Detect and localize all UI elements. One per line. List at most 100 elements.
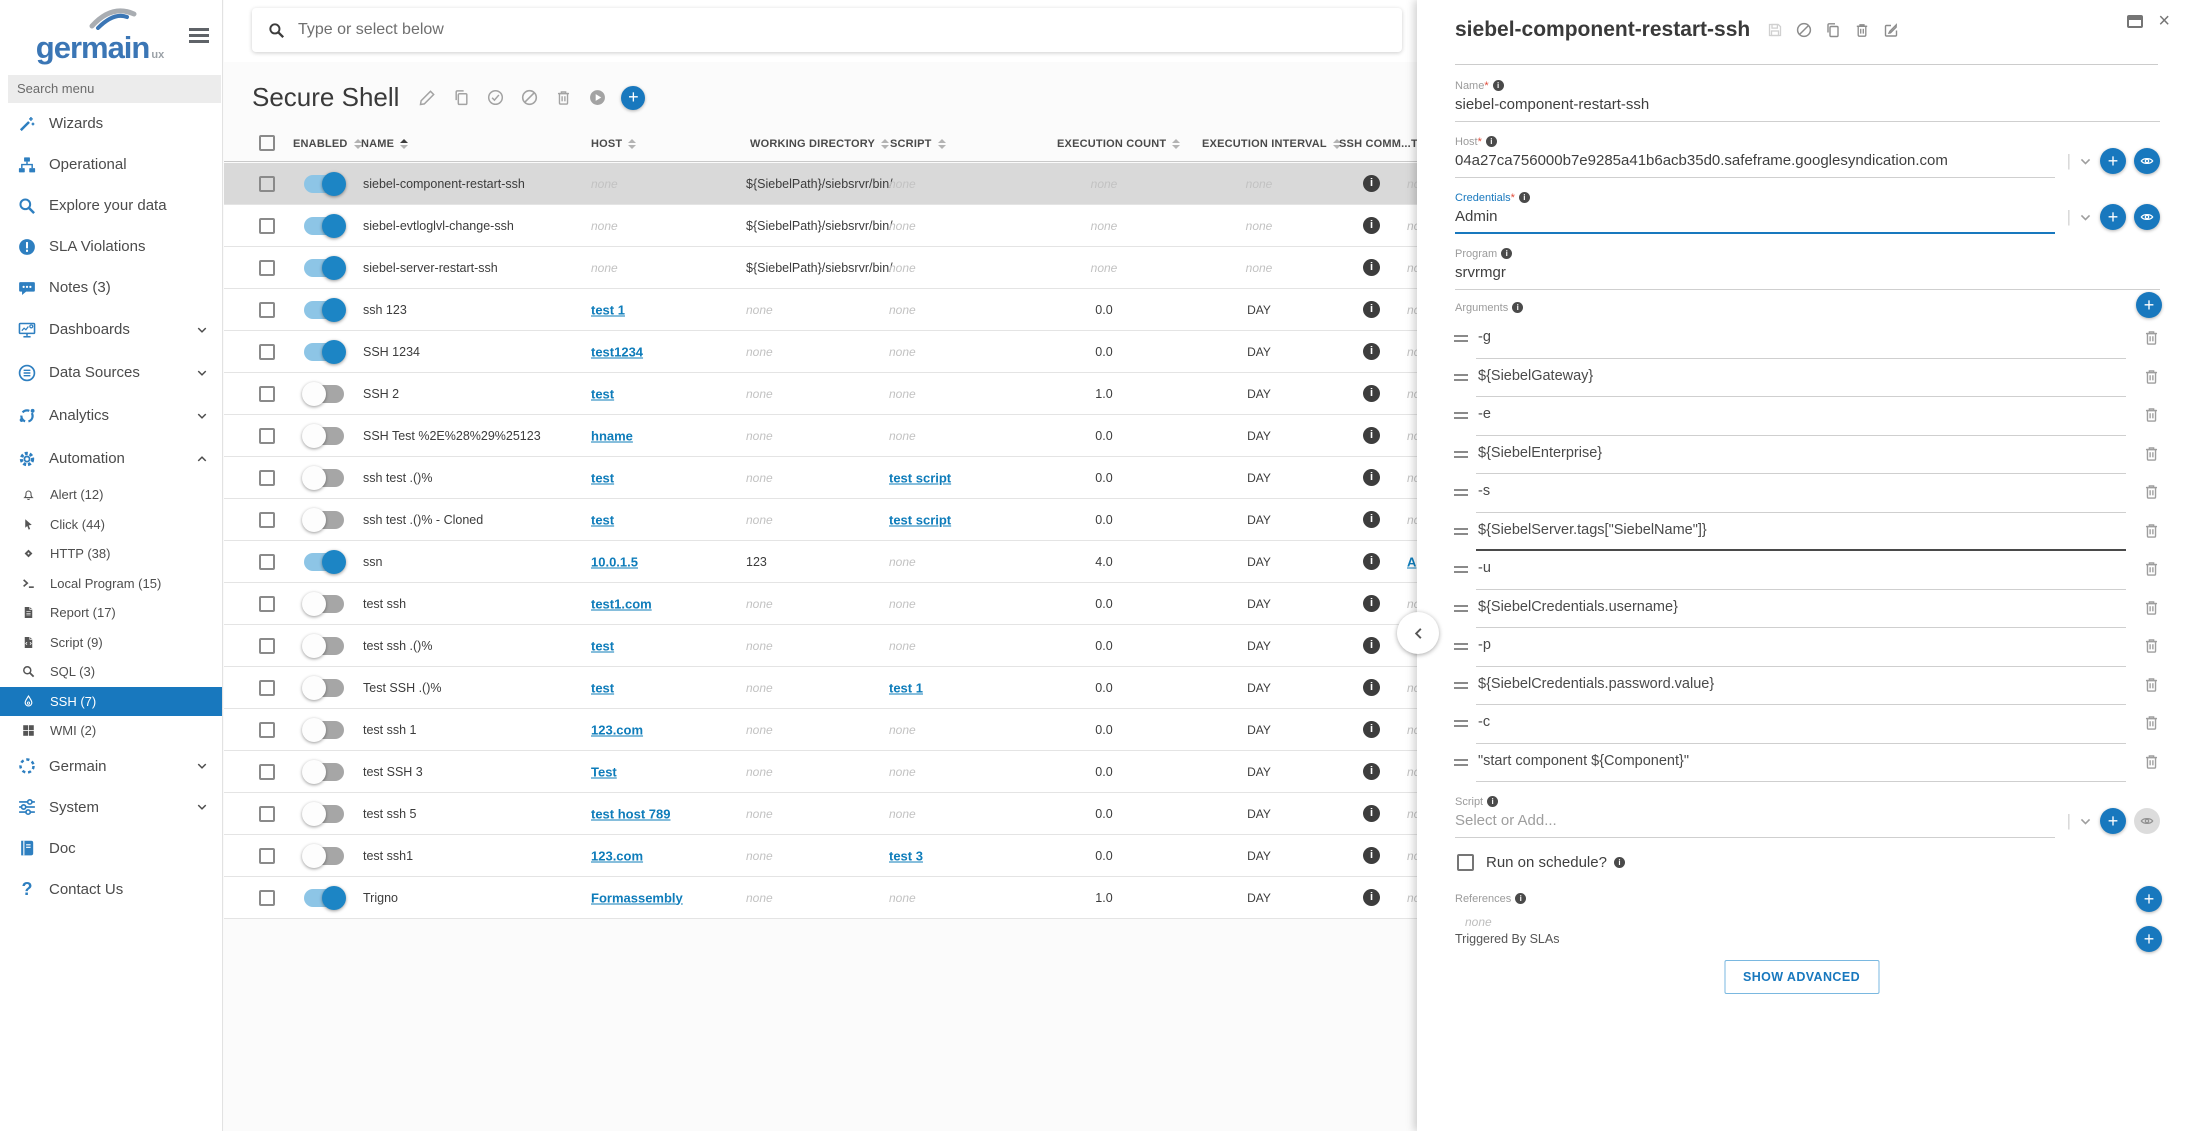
argument-input[interactable]: -p <box>1478 637 1491 653</box>
delete-argument-icon[interactable] <box>2143 368 2160 385</box>
row-checkbox[interactable] <box>259 764 275 780</box>
row-checkbox[interactable] <box>259 848 275 864</box>
info-icon[interactable] <box>1363 217 1380 234</box>
cell-extra-link[interactable]: A <box>1407 554 1417 569</box>
table-row[interactable]: SSH 1234 test1234 none none 0.0 DAY none <box>224 331 1417 373</box>
add-script-button[interactable]: + <box>2100 808 2126 834</box>
drag-handle-icon[interactable] <box>1454 566 1468 576</box>
table-row[interactable]: ssh 123 test 1 none none 0.0 DAY none <box>224 289 1417 331</box>
delete-argument-icon[interactable] <box>2143 676 2160 693</box>
enabled-toggle[interactable] <box>302 802 344 826</box>
table-row[interactable]: test ssh1 123.com none test 3 0.0 DAY no… <box>224 835 1417 877</box>
sidebar-item-data-sources[interactable]: Data Sources <box>0 351 222 394</box>
info-icon[interactable] <box>1363 595 1380 612</box>
run-on-schedule-checkbox[interactable] <box>1457 854 1474 871</box>
sidebar-item-script-9[interactable]: Script (9) <box>0 628 222 658</box>
drag-handle-icon[interactable] <box>1454 335 1468 345</box>
cell-host-link[interactable]: test host 789 <box>591 806 671 821</box>
sidebar-item-sql-3[interactable]: SQL (3) <box>0 657 222 687</box>
drag-handle-icon[interactable] <box>1454 489 1468 499</box>
delete-argument-icon[interactable] <box>2143 483 2160 500</box>
sidebar-item-sla-violations[interactable]: SLA Violations <box>0 226 222 267</box>
row-checkbox[interactable] <box>259 806 275 822</box>
sidebar-item-alert-12[interactable]: Alert (12) <box>0 480 222 510</box>
info-icon[interactable] <box>1363 721 1380 738</box>
cell-host-link[interactable]: test 1 <box>591 302 625 317</box>
sidebar-item-explore-your-data[interactable]: Explore your data <box>0 185 222 226</box>
clone-icon[interactable] <box>453 89 470 106</box>
info-icon[interactable] <box>1363 679 1380 696</box>
row-checkbox[interactable] <box>259 512 275 528</box>
enabled-toggle[interactable] <box>302 718 344 742</box>
add-reference-button[interactable]: + <box>2136 886 2162 912</box>
info-icon[interactable] <box>1363 511 1380 528</box>
show-advanced-button[interactable]: SHOW ADVANCED <box>1723 960 1880 994</box>
table-row[interactable]: siebel-server-restart-ssh none ${SiebelP… <box>224 247 1417 289</box>
table-row[interactable]: SSH Test %2E%28%29%25123 hname none none… <box>224 415 1417 457</box>
enabled-toggle[interactable] <box>304 886 346 910</box>
row-checkbox[interactable] <box>259 176 275 192</box>
add-argument-button[interactable]: + <box>2136 292 2162 318</box>
drag-handle-icon[interactable] <box>1454 450 1468 461</box>
argument-input[interactable]: ${SiebelCredentials.username} <box>1478 598 1678 615</box>
row-checkbox[interactable] <box>259 302 275 318</box>
row-checkbox[interactable] <box>259 638 275 654</box>
table-row[interactable]: ssn 10.0.1.5 123 none 4.0 DAY A <box>224 541 1417 583</box>
info-icon[interactable] <box>1363 553 1380 570</box>
column-script[interactable]: SCRIPT <box>870 126 946 173</box>
argument-input[interactable]: ${SiebelEnterprise} <box>1478 444 1603 461</box>
argument-input[interactable]: -c <box>1478 714 1491 730</box>
cell-host-link[interactable]: Formassembly <box>591 890 683 905</box>
info-icon[interactable] <box>1363 763 1380 780</box>
delete-argument-icon[interactable] <box>2143 599 2160 616</box>
delete-argument-icon[interactable] <box>2143 329 2160 346</box>
cell-host-link[interactable]: test <box>591 638 615 653</box>
enabled-toggle[interactable] <box>302 634 344 658</box>
enabled-toggle[interactable] <box>302 592 344 616</box>
drag-handle-icon[interactable] <box>1454 412 1468 422</box>
argument-input[interactable]: -u <box>1478 560 1491 576</box>
row-checkbox[interactable] <box>259 386 275 402</box>
row-checkbox[interactable] <box>259 596 275 612</box>
table-row[interactable]: siebel-evtloglvl-change-ssh none ${Siebe… <box>224 205 1417 247</box>
info-icon[interactable] <box>1363 805 1380 822</box>
enabled-toggle[interactable] <box>302 676 344 700</box>
cell-host-link[interactable]: test <box>591 512 615 527</box>
view-script-button[interactable] <box>2134 808 2160 834</box>
sidebar-item-http-38[interactable]: HTTP (38) <box>0 539 222 569</box>
row-checkbox[interactable] <box>259 470 275 486</box>
name-input[interactable]: siebel-component-restart-ssh <box>1455 92 2160 122</box>
row-checkbox[interactable] <box>259 554 275 570</box>
sidebar-item-local-program-15[interactable]: Local Program (15) <box>0 569 222 599</box>
delete-argument-icon[interactable] <box>2143 406 2160 423</box>
column-ssh-comm[interactable]: SSH COMM... <box>1319 126 1411 173</box>
enabled-toggle[interactable] <box>304 172 346 196</box>
row-checkbox[interactable] <box>259 722 275 738</box>
enabled-toggle[interactable] <box>304 214 346 238</box>
cell-host-link[interactable]: 123.com <box>591 848 644 863</box>
program-input[interactable]: srvrmgr <box>1455 260 2160 290</box>
enabled-toggle[interactable] <box>304 550 346 574</box>
cell-script-link[interactable]: test script <box>889 470 952 485</box>
table-row[interactable]: Trigno Formassembly none none 1.0 DAY no… <box>224 877 1417 919</box>
enabled-toggle[interactable] <box>304 340 346 364</box>
save-icon[interactable] <box>1767 22 1783 38</box>
run-icon[interactable] <box>589 89 606 106</box>
cell-host-link[interactable]: test <box>591 386 615 401</box>
row-checkbox[interactable] <box>259 890 275 906</box>
table-row[interactable]: test ssh test1.com none none 0.0 DAY non… <box>224 583 1417 625</box>
disable-icon[interactable] <box>1796 22 1812 38</box>
cell-script-link[interactable]: test script <box>889 512 952 527</box>
enabled-toggle[interactable] <box>302 508 344 532</box>
edit-icon[interactable] <box>419 89 436 106</box>
collapse-panel-button[interactable] <box>1397 612 1439 654</box>
add-button[interactable]: + <box>621 85 646 110</box>
view-credentials-button[interactable] <box>2134 204 2160 230</box>
row-checkbox[interactable] <box>259 428 275 444</box>
enabled-toggle[interactable] <box>302 844 344 868</box>
drag-handle-icon[interactable] <box>1454 758 1468 769</box>
enabled-toggle[interactable] <box>304 256 346 280</box>
argument-input[interactable]: -s <box>1478 483 1491 499</box>
sidebar-item-system[interactable]: System <box>0 787 222 828</box>
drag-handle-icon[interactable] <box>1454 373 1468 384</box>
